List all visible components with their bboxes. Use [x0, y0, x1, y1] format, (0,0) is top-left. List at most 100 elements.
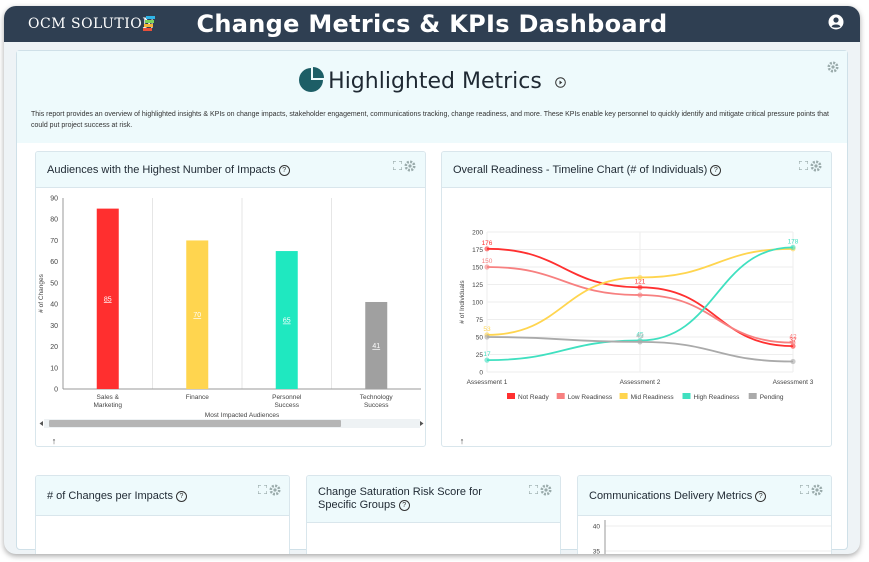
app-logo[interactable]: OCM SOLUTION: [28, 16, 155, 32]
y-tick-label: 100: [472, 300, 483, 307]
data-point: [637, 284, 643, 290]
cursor-icon: ↑: [460, 436, 465, 446]
highlighted-metrics-title: Highlighted Metrics: [17, 67, 847, 94]
highlighted-metrics-title-text: Highlighted Metrics: [328, 69, 542, 94]
pie-chart-icon: [299, 67, 325, 92]
help-icon[interactable]: [555, 77, 566, 88]
x-tick-label: Assessment 1: [467, 379, 508, 386]
help-icon[interactable]: ?: [755, 490, 767, 502]
data-point: [637, 339, 643, 345]
expand-icon[interactable]: [393, 161, 402, 170]
help-icon[interactable]: ?: [398, 499, 410, 511]
card-header: Overall Readiness - Timeline Chart (# of…: [442, 152, 831, 188]
legend-label: Not Ready: [518, 394, 549, 401]
y-tick-label: 60: [50, 259, 58, 266]
readiness-timeline-card: Overall Readiness - Timeline Chart (# of…: [441, 151, 832, 447]
expand-icon[interactable]: [800, 485, 809, 494]
y-axis-title: # of Changes: [38, 273, 45, 312]
y-tick-label: 70: [50, 238, 58, 245]
expand-icon[interactable]: [529, 485, 538, 494]
x-tick-label: Finance: [186, 394, 210, 401]
y-tick-label: 150: [472, 265, 483, 272]
card-title: Audiences with the Highest Number of Imp…: [47, 164, 290, 176]
data-point: [637, 292, 643, 298]
settings-gear-icon[interactable]: [269, 484, 281, 496]
legend-swatch: [507, 393, 515, 399]
card-title-text: Communications Delivery Metrics: [589, 490, 753, 502]
data-label: 150: [482, 258, 493, 265]
bar-value-label: 70: [193, 312, 201, 319]
y-tick-label: 175: [472, 247, 483, 254]
help-icon[interactable]: ?: [278, 164, 290, 176]
logo-mark-icon: [143, 16, 155, 31]
bar-value-label: 65: [283, 318, 291, 325]
expand-icon[interactable]: [258, 485, 267, 494]
legend-label: Pending: [760, 394, 784, 401]
y-tick-label: 80: [50, 217, 58, 224]
help-icon[interactable]: ?: [710, 164, 722, 176]
settings-gear-icon[interactable]: [404, 160, 416, 172]
communications-delivery-card: Communications Delivery Metrics? 35 40: [577, 475, 832, 554]
data-point: [637, 274, 643, 281]
x-axis-title: Most Impacted Audiences: [205, 412, 280, 419]
readiness-line-chart: 0 25 50 75 100 125 150 175 200 Assessment 1 Assess…: [459, 230, 814, 447]
card-title: # of Changes per Impacts?: [47, 490, 187, 502]
legend-label: Low Readiness: [568, 394, 613, 401]
saturation-risk-card: Change Saturation Risk Score for Specifi…: [306, 475, 561, 554]
settings-gear-icon[interactable]: [827, 61, 839, 73]
data-label: 53: [483, 326, 491, 333]
legend-label: Mid Readiness: [631, 394, 675, 401]
cursor-icon: ↑: [52, 436, 57, 446]
settings-gear-icon[interactable]: [810, 160, 822, 172]
bar: [96, 208, 119, 389]
legend-swatch: [556, 393, 565, 399]
data-label: 176: [482, 240, 493, 247]
settings-gear-icon[interactable]: [540, 484, 552, 496]
audiences-impacts-card: Audiences with the Highest Number of Imp…: [35, 151, 426, 447]
data-point: [484, 246, 490, 252]
data-point: [484, 357, 490, 363]
top-bar: OCM SOLUTION Change Metrics & KPIs Dashb…: [4, 6, 860, 42]
y-tick-label: 50: [50, 280, 58, 287]
x-tick-label: Personnel Success: [272, 394, 302, 409]
bar-value-label: 85: [104, 296, 112, 303]
legend-swatch: [748, 393, 757, 399]
data-point: [790, 358, 796, 365]
data-label: 45: [636, 332, 644, 339]
card-header: # of Changes per Impacts?: [36, 476, 289, 516]
card-title-text: Overall Readiness - Timeline Chart (# of…: [453, 164, 708, 176]
expand-icon[interactable]: [799, 161, 808, 170]
y-tick-label: 0: [479, 370, 483, 377]
card-title-text: Change Saturation Risk Score for Specifi…: [318, 486, 482, 511]
data-point: [484, 264, 490, 270]
settings-gear-icon[interactable]: [811, 484, 823, 496]
data-label: 42: [789, 334, 797, 341]
y-tick-label: 0: [54, 387, 58, 394]
legend-swatch: [619, 393, 628, 399]
user-account-icon[interactable]: [828, 14, 844, 30]
data-label: 178: [788, 238, 799, 245]
bar: [275, 251, 298, 389]
card-header: Change Saturation Risk Score for Specifi…: [307, 476, 560, 523]
app-window: OCM SOLUTION Change Metrics & KPIs Dashb…: [4, 6, 860, 554]
communications-chart: 35 40: [593, 520, 831, 555]
scroll-right-icon: [420, 421, 424, 426]
scrollbar-thumb: [49, 420, 341, 427]
data-point: [790, 340, 796, 346]
y-tick-label: 200: [472, 230, 483, 237]
card-title-text: # of Changes per Impacts: [47, 490, 173, 502]
highlighted-metrics-panel: Highlighted Metrics This report provides…: [16, 50, 848, 554]
y-tick-label: 90: [50, 196, 58, 203]
x-tick-label: Assessment 3: [773, 379, 814, 386]
data-label: 17: [483, 351, 491, 358]
help-icon[interactable]: ?: [175, 490, 187, 502]
y-tick-label: 35: [593, 549, 601, 555]
y-tick-label: 40: [50, 302, 58, 309]
scroll-left-icon: [39, 421, 43, 426]
changes-per-impacts-card: # of Changes per Impacts?: [35, 475, 290, 554]
card-title-text: Audiences with the Highest Number of Imp…: [47, 164, 276, 176]
data-label: 43: [636, 333, 644, 340]
y-tick-label: 125: [472, 282, 483, 289]
card-title: Change Saturation Risk Score for Specifi…: [318, 486, 493, 512]
data-point: [484, 334, 490, 340]
